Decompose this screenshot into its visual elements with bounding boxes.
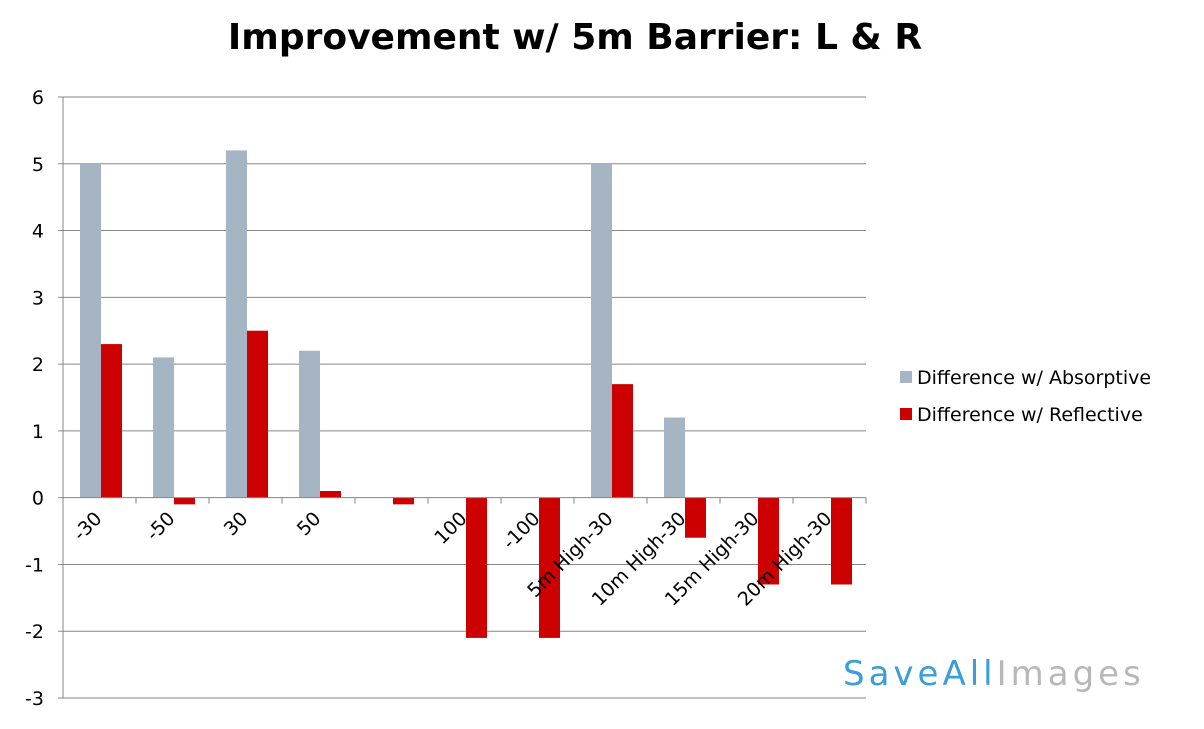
- bar-reflective: [466, 497, 487, 638]
- watermark: SaveAllImages: [843, 654, 1145, 694]
- legend-label: Difference w/ Absorptive: [917, 367, 1151, 389]
- bar-reflective: [758, 497, 779, 585]
- x-tick-label: -100: [498, 508, 544, 554]
- bar-reflective: [247, 330, 268, 498]
- y-tick-label: 0: [32, 488, 44, 510]
- y-tick-label: -2: [25, 621, 44, 643]
- gridlines: [63, 96, 866, 699]
- bar-reflective: [320, 490, 341, 498]
- legend-swatch: [900, 408, 912, 420]
- bar-absorptive: [153, 357, 174, 498]
- bars: [80, 150, 852, 638]
- bar-reflective: [101, 344, 122, 498]
- x-tick-label: 100: [430, 508, 471, 549]
- bar-absorptive: [299, 350, 320, 498]
- y-tick-label: 1: [32, 421, 44, 443]
- bar-reflective: [612, 384, 633, 498]
- bar-reflective: [393, 497, 414, 505]
- x-tick-label: -30: [69, 508, 107, 546]
- y-tick-label: 3: [32, 287, 44, 309]
- bar-absorptive: [664, 417, 685, 498]
- legend-swatch: [900, 371, 912, 383]
- y-axis-tick-labels: 6 5 4 3 2 1 0 -1 -2 -3: [25, 87, 44, 710]
- x-tick-label: 30: [220, 508, 253, 541]
- chart-title: Improvement w/ 5m Barrier: L & R: [228, 17, 922, 58]
- x-tick-label: 50: [293, 508, 326, 541]
- watermark-part1: SaveAll: [843, 654, 997, 694]
- watermark-part2: Images: [997, 654, 1145, 694]
- y-tick-label: 4: [32, 221, 44, 243]
- bar-absorptive: [591, 163, 612, 498]
- bar-absorptive: [80, 163, 101, 498]
- legend-label: Difference w/ Reflective: [917, 404, 1143, 426]
- y-tick-label: -1: [25, 554, 44, 576]
- x-tick-label: -50: [142, 508, 180, 546]
- y-tick-label: 6: [32, 87, 44, 109]
- axes: [58, 96, 867, 699]
- bar-reflective: [685, 497, 706, 538]
- y-tick-label: 5: [32, 154, 44, 176]
- y-tick-label: 2: [32, 354, 44, 376]
- y-tick-label: -3: [25, 688, 44, 710]
- bar-absorptive: [226, 150, 247, 498]
- legend: Difference w/ Absorptive Difference w/ Re…: [900, 367, 1151, 426]
- bar-reflective: [831, 497, 852, 585]
- bar-reflective: [174, 497, 195, 505]
- bar-reflective: [539, 497, 560, 638]
